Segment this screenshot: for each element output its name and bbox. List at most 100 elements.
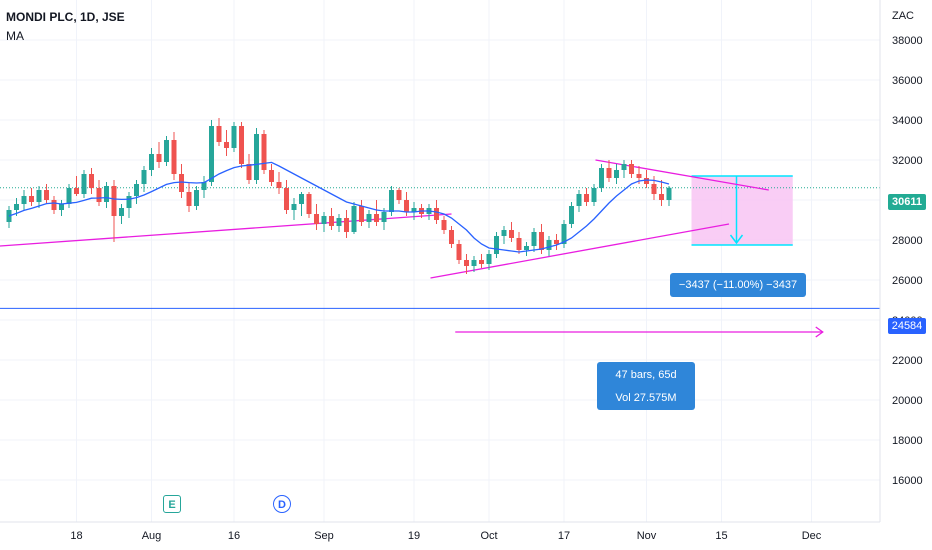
candle-body	[524, 246, 529, 250]
candle-body	[584, 194, 589, 202]
candle-body	[486, 254, 492, 264]
time-axis[interactable]: 18 Aug 16 Sep 19 Oct 17 Nov 15 Dec	[0, 521, 880, 542]
candle-body	[644, 178, 649, 184]
dividend-event-icon[interactable]: D	[273, 495, 291, 513]
measure-arrow-head	[729, 234, 744, 245]
candle-body	[374, 214, 379, 222]
candle-body	[554, 240, 559, 244]
candle-body	[299, 194, 304, 204]
candle-body	[111, 186, 117, 216]
candle-body	[629, 164, 634, 174]
candle-body	[164, 140, 169, 162]
candle-body	[59, 204, 64, 210]
y-tick-label: 34000	[892, 115, 923, 127]
x-tick-label: Sep	[314, 530, 334, 542]
candle-body	[569, 206, 574, 224]
x-tick-label: Nov	[637, 530, 657, 542]
candle-body	[321, 216, 327, 224]
level-price-tag: 24584	[888, 318, 926, 334]
candle-body	[479, 260, 484, 264]
candle-body	[254, 134, 259, 180]
candle-body	[651, 184, 657, 194]
candle-body	[179, 174, 184, 192]
candle-body	[456, 244, 462, 260]
candle-body	[389, 190, 394, 212]
measure-box	[691, 176, 793, 245]
y-tick-label: 28000	[892, 235, 923, 247]
candle-body	[336, 218, 342, 226]
measure-label: −3437 (−11.00%) −3437	[670, 273, 806, 297]
date-range-arrow-head	[815, 326, 824, 338]
y-tick-label: 32000	[892, 155, 923, 167]
candle-body	[156, 154, 162, 162]
candle-body	[576, 194, 582, 206]
y-tick-label: 26000	[892, 275, 923, 287]
y-tick-label: 16000	[892, 475, 923, 487]
candle-body	[621, 164, 627, 170]
candle-body	[81, 174, 87, 194]
candle-body	[186, 192, 192, 206]
trendline-triangle-upper	[595, 159, 769, 191]
candle-body	[539, 232, 544, 250]
candle-body	[306, 194, 312, 214]
range-volume-text: Vol 27.575M	[615, 392, 677, 404]
candle-body	[134, 184, 139, 196]
candle-body	[119, 208, 124, 216]
x-tick-label: 17	[558, 530, 570, 542]
candle-body	[141, 170, 147, 184]
candle-body	[104, 186, 109, 202]
candle-body	[36, 190, 42, 202]
price-axis[interactable]: 3800036000340003200030000280002600024000…	[879, 0, 923, 522]
candle-body	[359, 206, 364, 222]
x-tick-label: 19	[408, 530, 420, 542]
candle-body	[89, 174, 94, 188]
x-tick-label: Oct	[480, 530, 497, 542]
candle-body	[381, 212, 387, 222]
y-tick-label: 36000	[892, 75, 923, 87]
candle-body	[21, 196, 27, 204]
candle-body	[441, 220, 447, 230]
candle-body	[659, 194, 664, 200]
candlestick-series[interactable]	[6, 118, 672, 274]
date-range-label: 47 bars, 65d Vol 27.575M	[597, 362, 695, 410]
candle-body	[404, 200, 409, 212]
moving-average-line	[8, 161, 670, 253]
indicator-legend-ma[interactable]: MA	[6, 29, 24, 43]
candle-body	[314, 214, 319, 224]
candle-body	[561, 224, 567, 244]
candle-body	[261, 134, 267, 170]
candle-body	[546, 240, 552, 250]
trendline-triangle-lower	[430, 223, 730, 279]
candle-body	[494, 236, 499, 254]
candle-body	[666, 187, 672, 200]
candle-body	[434, 208, 439, 220]
moving-average-series[interactable]	[8, 161, 670, 253]
candle-body	[464, 260, 469, 266]
candle-body	[246, 164, 252, 180]
candle-body	[329, 216, 334, 226]
earnings-event-icon[interactable]: E	[163, 495, 181, 513]
y-tick-label: 18000	[892, 435, 923, 447]
candle-body	[276, 182, 282, 188]
candle-body	[501, 230, 507, 236]
candle-body	[614, 170, 619, 178]
drawing-tools[interactable]	[0, 159, 880, 338]
grid-lines	[0, 0, 880, 522]
candle-body	[344, 218, 349, 232]
candle-body	[51, 200, 57, 210]
measure-region[interactable]	[691, 175, 793, 246]
candle-body	[29, 196, 34, 202]
candle-body	[636, 174, 642, 178]
candle-body	[209, 126, 214, 182]
candle-body	[239, 126, 244, 164]
candle-body	[516, 238, 522, 250]
x-tick-label: Dec	[802, 530, 822, 542]
candle-body	[269, 170, 274, 182]
y-tick-label: 22000	[892, 355, 923, 367]
x-tick-label: Aug	[142, 530, 162, 542]
candle-body	[606, 168, 612, 178]
candle-body	[449, 230, 454, 244]
candle-body	[231, 126, 237, 148]
candle-body	[411, 208, 417, 212]
